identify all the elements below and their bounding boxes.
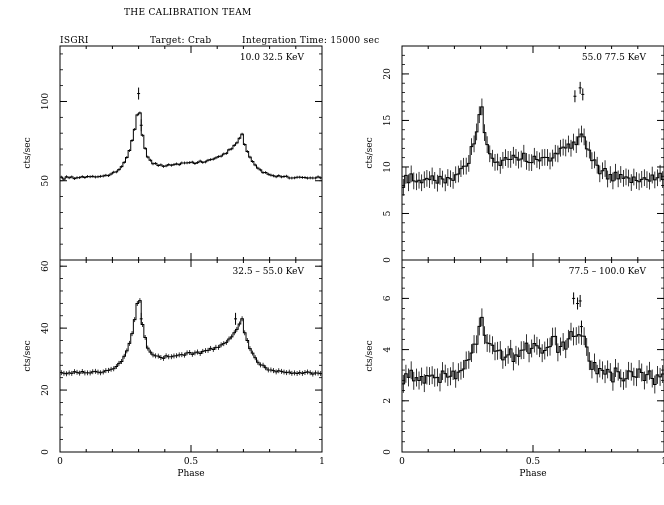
y-tick-label: 2 (383, 398, 393, 404)
y-tick-label: 20 (41, 384, 51, 396)
y-tick-label: 6 (383, 295, 393, 301)
plot-frame (401, 45, 664, 261)
plot-frame (59, 45, 323, 261)
y-tick-label: 100 (41, 93, 51, 110)
instrument-label: ISGRI (60, 36, 89, 46)
y-axis-label: cts/sec (23, 137, 33, 168)
energy-range-label: 32.5 – 55.0 KeV (233, 267, 305, 277)
y-tick-label: 60 (41, 260, 51, 272)
y-tick-label: 50 (41, 175, 51, 187)
y-tick-label: 0 (383, 257, 393, 263)
energy-range-label: 10.0 32.5 KeV (240, 53, 305, 63)
y-axis-label: cts/sec (23, 340, 33, 371)
x-tick-label: 0.5 (184, 457, 199, 467)
integration-time-label: Integration Time: 15000 sec (242, 36, 380, 46)
panel-bottom-right: 0 2 4 6 0 0.5 1 cts/sec Phase 77.5 – 100.0 KeV (365, 259, 664, 479)
energy-range-label: 55.0 77.5 KeV (582, 53, 647, 63)
panel-bottom-left: 0 20 40 60 0 0.5 1 cts/sec Phase 32.5 – 55.0 KeV (23, 259, 325, 479)
y-axis-label: cts/sec (365, 340, 375, 371)
x-tick-label: 1 (661, 457, 664, 467)
y-axis-label: cts/sec (365, 137, 375, 168)
plot-frame (59, 259, 323, 453)
x-tick-label: 0 (399, 457, 405, 467)
panel-top-right: 0 5 10 15 20 cts/sec 55.0 77.5 KeV (365, 45, 664, 263)
x-tick-label: 0 (57, 457, 63, 467)
y-tick-label: 5 (383, 210, 393, 216)
y-tick-label: 4 (383, 346, 393, 352)
x-tick-label: 1 (319, 457, 325, 467)
calibration-team-label: THE CALIBRATION TEAM (124, 8, 252, 18)
x-axis-label: Phase (177, 469, 204, 479)
y-tick-label: 10 (383, 161, 393, 173)
target-label: Target: Crab (150, 36, 212, 46)
light-curve (60, 300, 322, 375)
light-curve (402, 316, 664, 386)
panel-top-left: 50 100 cts/sec 10.0 32.5 KeV (23, 45, 323, 261)
y-tick-label: 40 (41, 322, 51, 334)
y-tick-label: 20 (383, 68, 393, 80)
y-tick-label: 15 (383, 114, 393, 126)
y-tick-label: 0 (41, 449, 51, 455)
light-curve (60, 112, 322, 180)
light-curve (402, 106, 664, 188)
x-tick-label: 0.5 (526, 457, 541, 467)
y-tick-label: 0 (383, 449, 393, 455)
plot-frame (401, 259, 664, 453)
x-axis-label: Phase (519, 469, 546, 479)
energy-range-label: 77.5 – 100.0 KeV (569, 267, 647, 277)
